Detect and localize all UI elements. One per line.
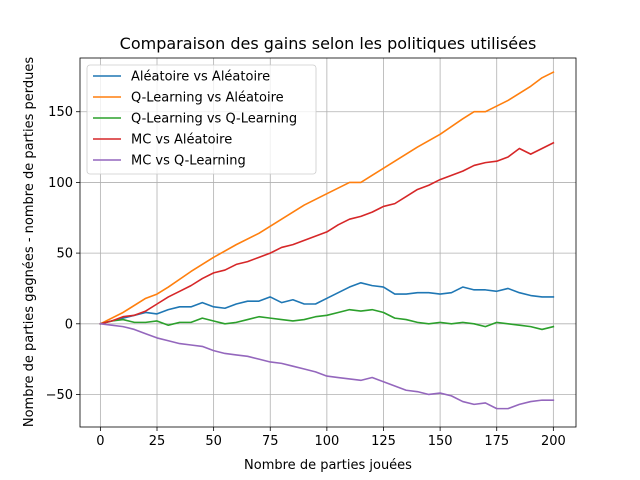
series-line-1: [99, 281, 555, 325]
y-axis-label: Nombre de parties gagnées - nombre de pa…: [22, 57, 37, 427]
x-tick-label: 75: [262, 434, 279, 449]
y-tick-label: 50: [56, 247, 73, 262]
legend-label-1: Aléatoire vs Aléatoire: [131, 70, 270, 85]
x-tick-label: 0: [96, 434, 104, 449]
y-tick-label: 150: [48, 105, 73, 120]
x-tick-label: 175: [484, 434, 509, 449]
series-line-5: [99, 322, 555, 410]
legend-label-3: Q-Learning vs Q-Learning: [131, 112, 297, 127]
legend-label-5: MC vs Q-Learning: [131, 154, 246, 169]
y-tick-label: 100: [48, 176, 73, 191]
x-axis-label: Nombre de parties jouées: [244, 458, 412, 473]
y-tick-label: −50: [46, 388, 73, 403]
x-tick-label: 25: [149, 434, 166, 449]
x-tick-label: 150: [428, 434, 453, 449]
series-line-2: [99, 71, 555, 325]
series-line-4: [99, 141, 555, 325]
series-layer: [99, 71, 555, 410]
series-line-3: [99, 308, 555, 331]
x-tick-label: 200: [541, 434, 566, 449]
legend-label-2: Q-Learning vs Aléatoire: [131, 91, 284, 106]
legend-label-4: MC vs Aléatoire: [131, 133, 232, 148]
x-tick-label: 50: [205, 434, 222, 449]
legend-box: [86, 64, 317, 175]
axis-ticks: 0 25 50 75 100 125 150 175 200 −50 0 50 100 150: [46, 105, 566, 449]
chart-title: Comparaison des gains selon les politiqu…: [120, 34, 537, 53]
x-tick-label: 125: [371, 434, 396, 449]
plot-frame: [79, 57, 577, 428]
x-tick-label: 100: [314, 434, 339, 449]
legend: Aléatoire vs Aléatoire Q-Learning vs Aléa…: [86, 64, 317, 175]
y-tick-label: 0: [65, 317, 73, 332]
